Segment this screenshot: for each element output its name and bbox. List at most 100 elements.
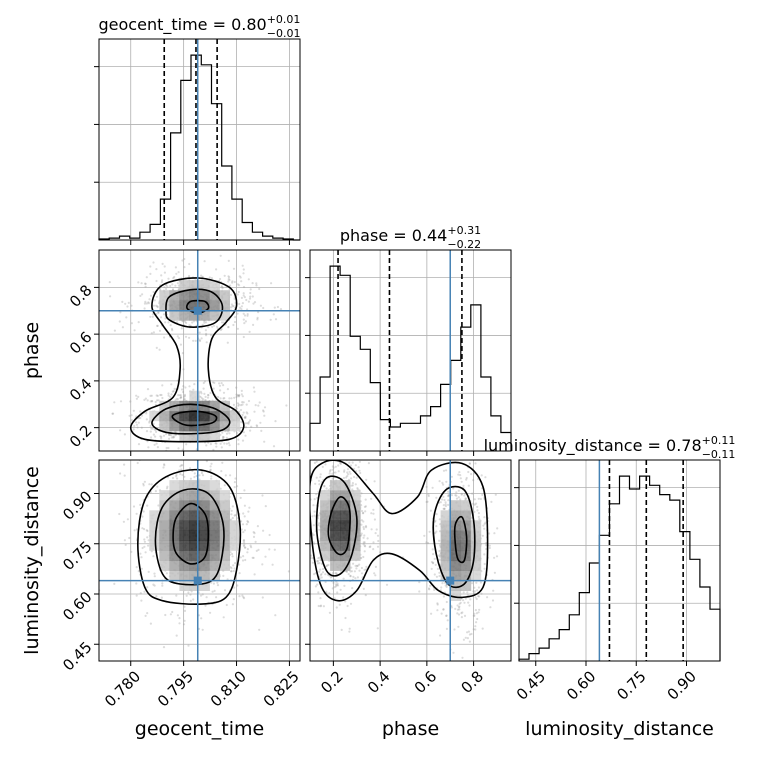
density-cell xyxy=(199,570,210,581)
histogram-geocent_time xyxy=(98,54,300,241)
sample-point xyxy=(179,394,182,397)
density-cell xyxy=(159,540,170,551)
density-cell xyxy=(199,430,210,442)
sample-point xyxy=(366,537,369,540)
density-cell xyxy=(189,540,200,551)
sample-point xyxy=(161,279,164,282)
density-cell xyxy=(189,500,200,511)
density-cell xyxy=(189,410,200,422)
sample-point xyxy=(243,416,246,419)
sample-point xyxy=(315,460,318,463)
sample-point xyxy=(121,300,124,303)
sample-point xyxy=(464,636,467,639)
sample-point xyxy=(202,398,205,401)
sample-point xyxy=(199,339,202,343)
density-cell xyxy=(149,410,160,422)
sample-point xyxy=(184,335,188,338)
sample-point xyxy=(436,602,439,605)
density-cell xyxy=(219,510,230,521)
sample-point xyxy=(254,404,257,407)
density-cell xyxy=(350,510,361,521)
sample-point xyxy=(428,530,431,533)
sample-point xyxy=(362,543,365,546)
sample-point xyxy=(137,421,140,424)
sample-point xyxy=(242,268,245,271)
sample-point xyxy=(180,468,183,471)
sample-point xyxy=(467,630,470,633)
sample-point xyxy=(221,287,224,290)
sample-point xyxy=(127,301,130,304)
y-tick-label: 0.2 xyxy=(66,421,96,451)
sample-point xyxy=(321,571,325,574)
sample-point xyxy=(438,480,441,483)
sample-point xyxy=(147,570,150,574)
sample-point xyxy=(345,476,348,479)
sample-point xyxy=(426,500,429,503)
sample-point xyxy=(216,581,219,584)
density-cell xyxy=(199,520,210,531)
sample-point xyxy=(184,386,187,389)
sample-point xyxy=(189,593,192,596)
sample-point xyxy=(205,596,208,599)
contour-line xyxy=(129,277,245,443)
sample-point xyxy=(222,391,226,394)
sample-point xyxy=(374,532,377,535)
sample-point xyxy=(160,316,163,319)
sample-point xyxy=(205,444,208,447)
sample-point xyxy=(160,596,163,599)
density-cell xyxy=(320,550,331,561)
sample-point xyxy=(346,471,349,474)
sample-point xyxy=(145,418,148,421)
density-cell xyxy=(209,550,220,561)
sample-point xyxy=(143,545,146,548)
sample-point xyxy=(144,282,147,285)
sample-point xyxy=(126,305,129,308)
sample-point xyxy=(242,272,245,275)
sample-point xyxy=(350,484,353,487)
sample-point xyxy=(222,574,225,578)
sample-point xyxy=(155,279,158,283)
sample-point xyxy=(143,528,146,531)
sample-point xyxy=(147,302,150,305)
sample-point xyxy=(123,474,126,477)
sample-point xyxy=(207,393,210,397)
density-cell xyxy=(229,540,241,551)
density-cell xyxy=(159,420,170,432)
sample-point xyxy=(199,390,202,393)
sample-point xyxy=(136,426,139,429)
sample-point xyxy=(374,574,377,577)
sample-point xyxy=(167,277,170,280)
sample-point xyxy=(479,581,482,584)
sample-point xyxy=(143,590,146,593)
sample-point xyxy=(439,501,442,504)
sample-point xyxy=(257,311,260,314)
sample-point xyxy=(141,515,144,518)
density-cell xyxy=(440,510,451,521)
sample-point xyxy=(495,555,499,558)
density-cell xyxy=(450,510,462,521)
sample-point xyxy=(354,564,357,568)
sample-point xyxy=(334,583,337,586)
sample-point xyxy=(238,394,241,397)
sample-point xyxy=(319,568,322,571)
sample-point xyxy=(170,393,173,396)
sample-point xyxy=(445,469,448,472)
sample-point xyxy=(247,420,251,424)
sample-point xyxy=(130,550,133,554)
sample-point xyxy=(482,524,485,527)
sample-point xyxy=(209,391,212,395)
sample-point xyxy=(263,414,266,417)
sample-point xyxy=(456,612,459,615)
sample-point xyxy=(240,296,243,299)
sample-point xyxy=(140,567,143,570)
sample-point xyxy=(151,427,154,430)
sample-point xyxy=(349,574,352,578)
sample-point xyxy=(161,384,164,387)
sample-point xyxy=(261,494,264,497)
sample-point xyxy=(253,532,256,535)
sample-point xyxy=(191,321,194,324)
sample-point xyxy=(178,622,181,625)
sample-point xyxy=(201,474,205,477)
sample-point xyxy=(319,604,323,607)
sample-point xyxy=(165,446,168,450)
